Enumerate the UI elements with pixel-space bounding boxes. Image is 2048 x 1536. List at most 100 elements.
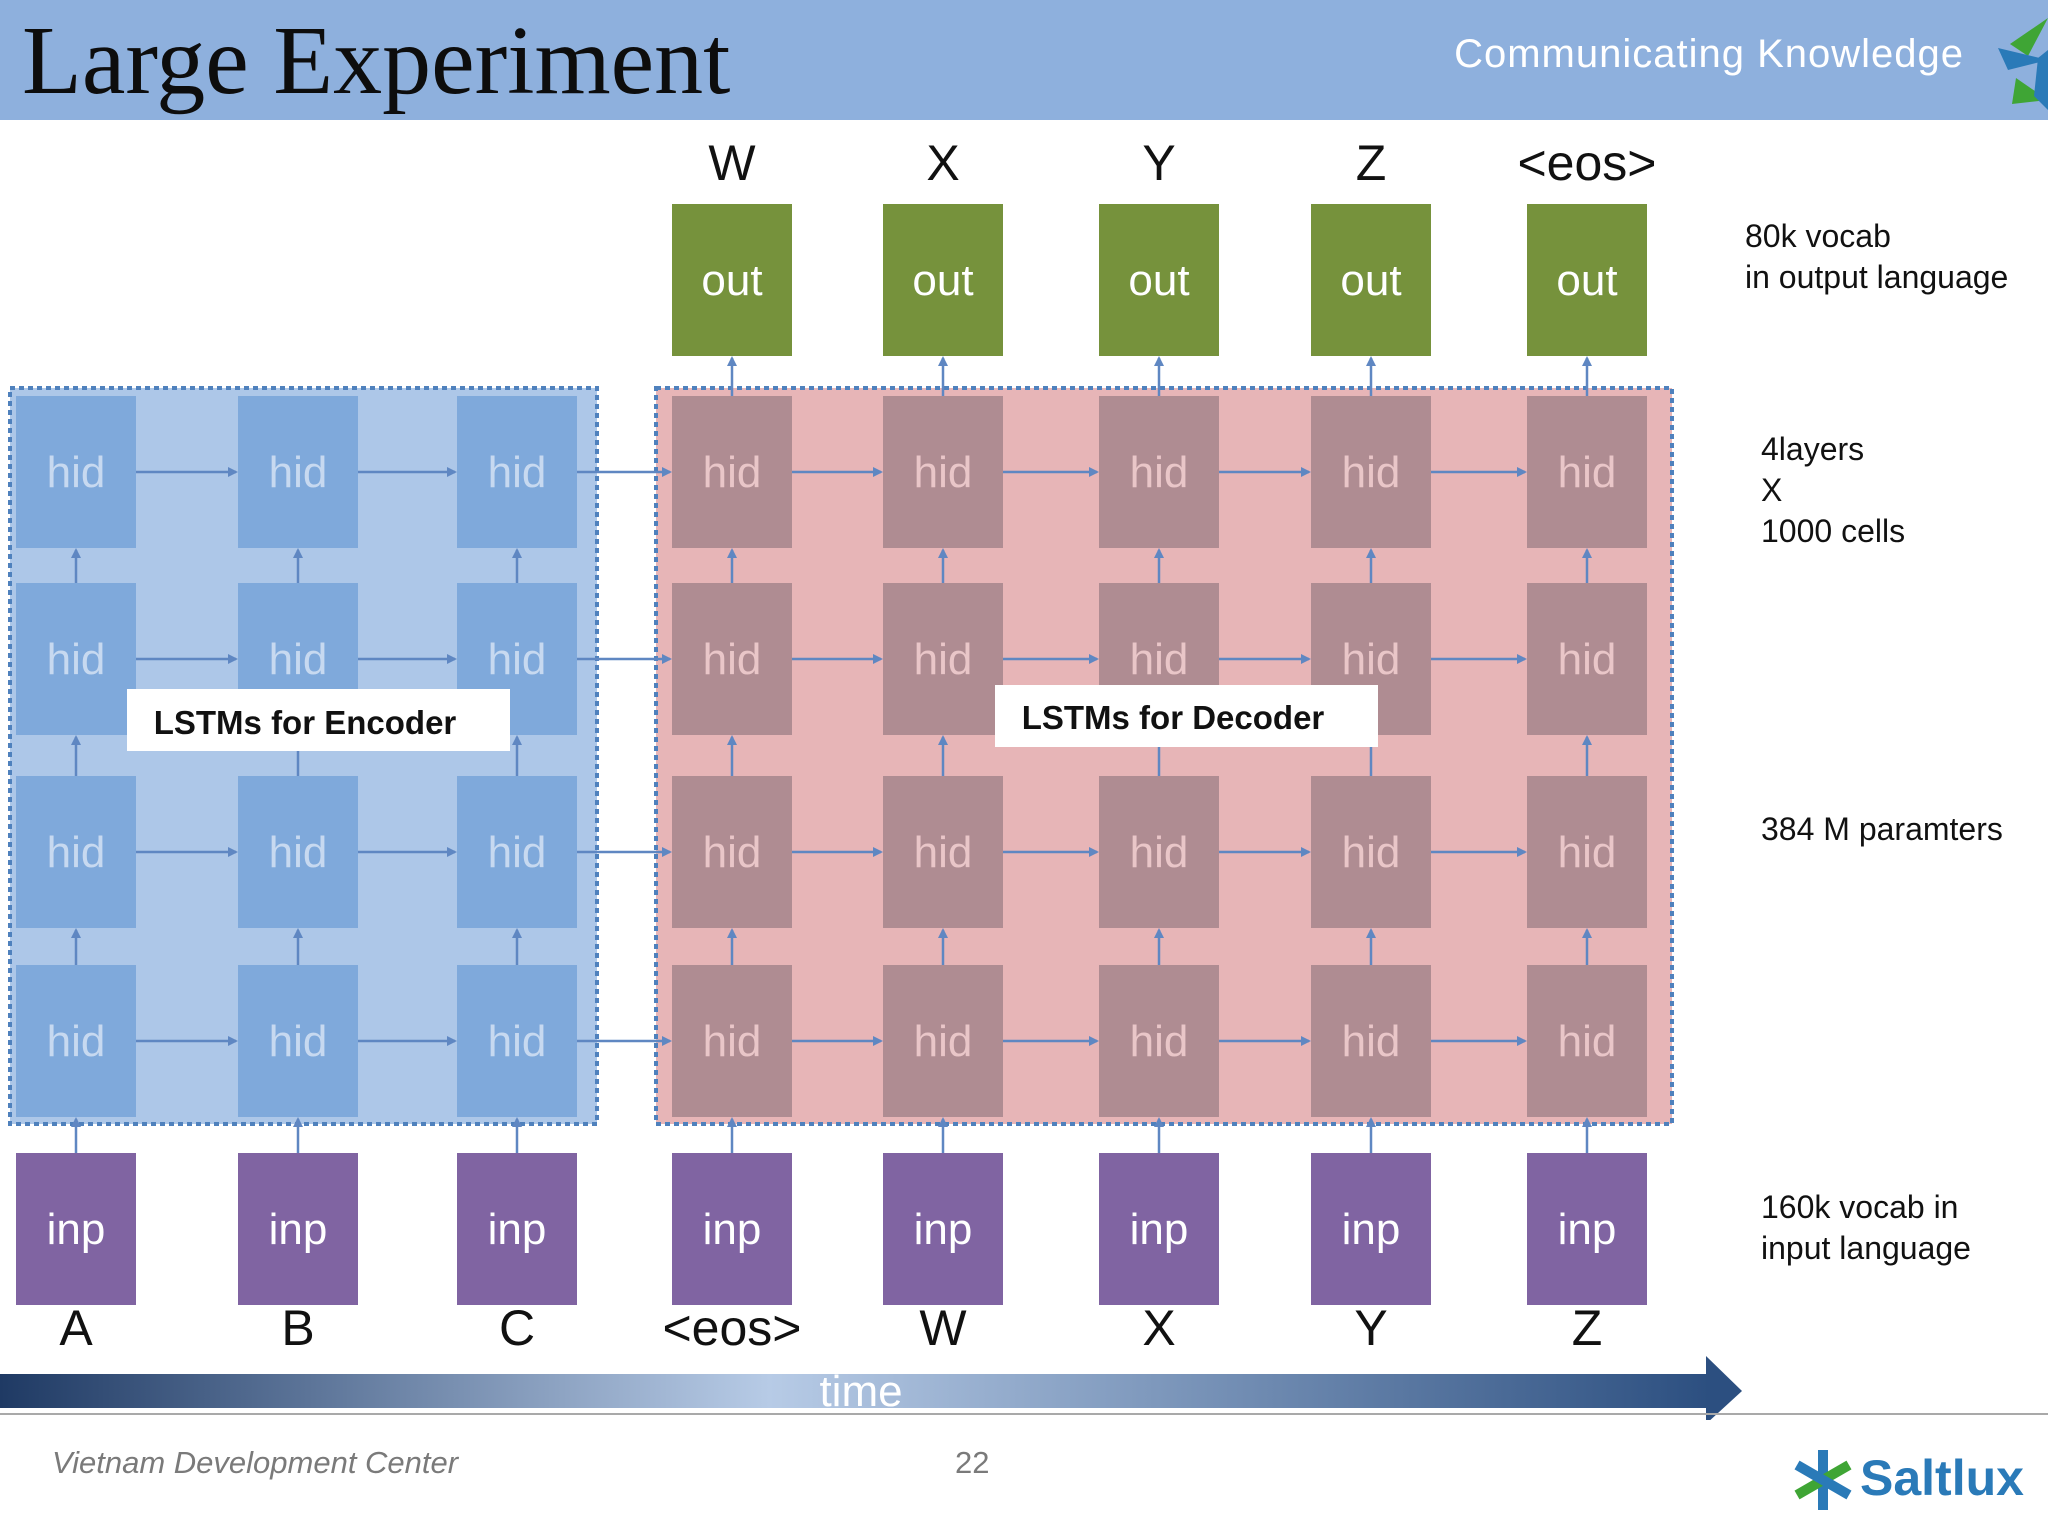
decoder-hidden-cell-label: hid [1130, 448, 1189, 497]
encoder-hidden-cell [16, 396, 136, 548]
output-token: <eos> [1517, 135, 1656, 191]
decoder-hidden-cell-label: hid [703, 1017, 762, 1066]
seq2seq-diagram: hid hid hid hid hid hid hid hid hid hid hid hid hid h… [0, 135, 2048, 1420]
input-cell-label: inp [1342, 1205, 1401, 1254]
decoder-hidden-cell-label: hid [914, 448, 973, 497]
input-vocab-note: 160k vocab in [1761, 1189, 1958, 1225]
params-note: 384 M paramters [1761, 811, 2003, 847]
asterisk-logo-icon [1998, 18, 2048, 110]
input-token: B [281, 1300, 314, 1356]
decoder-hidden-cell [1311, 965, 1431, 1117]
decoder-hidden-cell-label: hid [1130, 635, 1189, 684]
decoder-label: LSTMs for Decoder [1022, 699, 1325, 736]
decoder-hidden-cell [1311, 776, 1431, 928]
output-cell [672, 204, 792, 356]
encoder-hidden-cell-label: hid [47, 448, 106, 497]
encoder-hidden-cell-label: hid [488, 635, 547, 684]
output-vocab-note: in output language [1745, 259, 2008, 295]
input-cell [16, 1153, 136, 1305]
output-token: Y [1142, 135, 1175, 191]
encoder-hidden-cell [238, 396, 358, 548]
decoder-hidden-cell-label: hid [1130, 828, 1189, 877]
decoder-hidden-cell-label: hid [1130, 1017, 1189, 1066]
page-number: 22 [955, 1445, 990, 1480]
decoder-hidden-cell-label: hid [703, 635, 762, 684]
decoder-hidden-cell-label: hid [1558, 1017, 1617, 1066]
decoder-hidden-cell [883, 396, 1003, 548]
decoder-label-box [995, 685, 1378, 747]
header-tagline: Communicating Knowledge [1454, 32, 1964, 76]
decoder-hidden-cell-label: hid [1342, 1017, 1401, 1066]
output-cell-label: out [701, 256, 762, 305]
input-cell [457, 1153, 577, 1305]
output-vocab-note: 80k vocab [1745, 218, 1891, 254]
decoder-hidden-cell-label: hid [1558, 448, 1617, 497]
decoder-hidden-cell-label: hid [914, 635, 973, 684]
decoder-hidden-cell [1099, 965, 1219, 1117]
decoder-hidden-cell [883, 583, 1003, 735]
output-cell [1527, 204, 1647, 356]
asterisk-logo-icon [1794, 1450, 1852, 1510]
encoder-label-box [127, 689, 510, 751]
decoder-hidden-cell [1099, 396, 1219, 548]
encoder-hidden-cell [457, 776, 577, 928]
layers-note: 4layers [1761, 431, 1864, 467]
output-token: W [708, 135, 756, 191]
decoder-hidden-cell [1311, 396, 1431, 548]
decoder-hidden-cell-label: hid [914, 828, 973, 877]
decoder-hidden-cell [672, 396, 792, 548]
logo-wordmark: Saltlux [1860, 1450, 2024, 1506]
input-token: C [499, 1300, 535, 1356]
decoder-hidden-cell [1527, 965, 1647, 1117]
encoder-hidden-cell-label: hid [269, 635, 328, 684]
decoder-hidden-cell-label: hid [914, 1017, 973, 1066]
encoder-hidden-cell [457, 396, 577, 548]
input-cell-label: inp [1558, 1205, 1617, 1254]
decoder-hidden-cell [883, 965, 1003, 1117]
decoder-hidden-cell [1099, 776, 1219, 928]
decoder-hidden-cell [1527, 776, 1647, 928]
layers-note: 1000 cells [1761, 513, 1905, 549]
decoder-hidden-cell-label: hid [1558, 635, 1617, 684]
output-cell-label: out [1340, 256, 1401, 305]
encoder-hidden-cell-label: hid [488, 1017, 547, 1066]
input-token: Y [1354, 1300, 1387, 1356]
decoder-hidden-cell-label: hid [1342, 448, 1401, 497]
output-cell [883, 204, 1003, 356]
encoder-hidden-cell [16, 965, 136, 1117]
input-token: X [1142, 1300, 1175, 1356]
output-cell-label: out [912, 256, 973, 305]
encoder-hidden-cell [238, 965, 358, 1117]
input-token: W [919, 1300, 967, 1356]
encoder-hidden-cell-label: hid [488, 828, 547, 877]
time-bar [0, 1374, 1710, 1408]
input-token: <eos> [662, 1300, 801, 1356]
decoder-hidden-cell [883, 776, 1003, 928]
decoder-hidden-cell [672, 965, 792, 1117]
footer-organization: Vietnam Development Center [52, 1445, 459, 1480]
output-cell-label: out [1128, 256, 1189, 305]
time-label: time [819, 1367, 902, 1416]
slide-title: Large Experiment [22, 7, 731, 115]
input-token: A [59, 1300, 93, 1356]
decoder-hidden-cell-label: hid [703, 448, 762, 497]
input-cell-label: inp [269, 1205, 328, 1254]
decoder-hidden-cell [1527, 396, 1647, 548]
decoder-hidden-cell-label: hid [1342, 828, 1401, 877]
input-cell-label: inp [914, 1205, 973, 1254]
saltlux-logo: Saltlux [1790, 1445, 2024, 1515]
input-cell-label: inp [1130, 1205, 1189, 1254]
encoder-hidden-cell-label: hid [47, 828, 106, 877]
encoder-hidden-cell-label: hid [269, 448, 328, 497]
encoder-hidden-cell-label: hid [269, 1017, 328, 1066]
encoder-hidden-cell-label: hid [488, 448, 547, 497]
input-cell [1099, 1153, 1219, 1305]
decoder-hidden-cell [1527, 583, 1647, 735]
decoder-hidden-cell [672, 776, 792, 928]
decoder-hidden-cell [672, 583, 792, 735]
decoder-hidden-cell-label: hid [703, 828, 762, 877]
input-cell [672, 1153, 792, 1305]
encoder-label: LSTMs for Encoder [154, 704, 457, 741]
input-cell-label: inp [488, 1205, 547, 1254]
header-bar: Large Experiment Communicating Knowledge [0, 0, 2048, 120]
